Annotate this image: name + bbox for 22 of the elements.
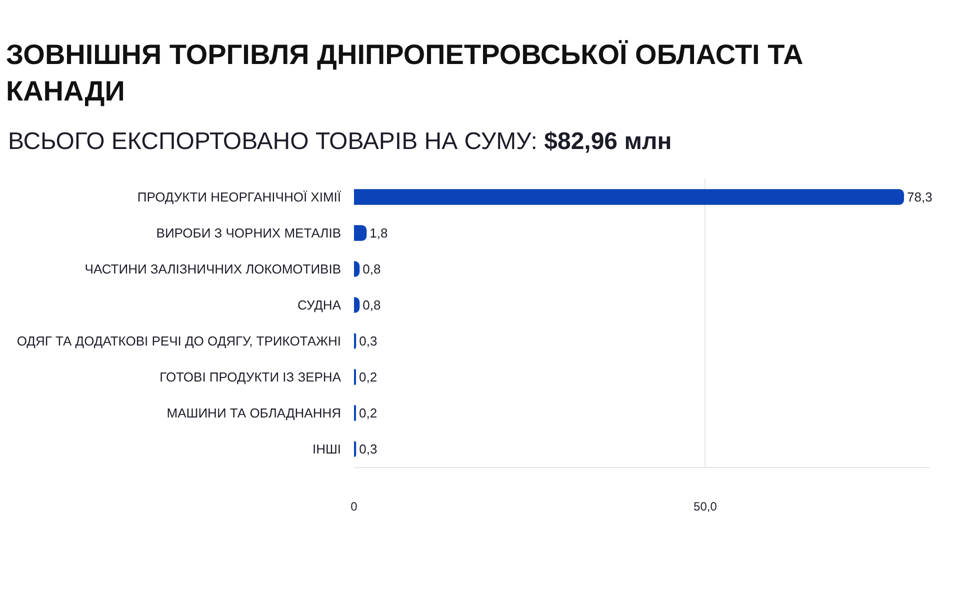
y-tick-label: СУДНА <box>298 298 342 313</box>
data-label: 0,2 <box>359 370 378 384</box>
data-label: 0,8 <box>362 298 381 312</box>
x-tick-label: 0 <box>350 499 358 514</box>
y-tick-label: ІНШІ <box>312 442 341 457</box>
bar <box>354 189 904 205</box>
y-tick-label: МАШИНИ ТА ОБЛАДНАННЯ <box>166 406 341 421</box>
data-label: 0,3 <box>359 334 378 348</box>
y-tick-label: ОДЯГ ТА ДОДАТКОВІ РЕЧІ ДО ОДЯГУ, ТРИКОТАЖНІ <box>16 334 341 349</box>
data-label: 1,8 <box>370 226 388 240</box>
data-label: 0,8 <box>362 262 381 276</box>
y-tick-label: ГОТОВІ ПРОДУКТИ ІЗ ЗЕРНА <box>160 370 342 385</box>
y-tick-label: ПРОДУКТИ НЕОРГАНІЧНОЇ ХІМІЇ <box>137 190 342 205</box>
x-tick-label: 50,0 <box>694 499 718 514</box>
y-tick-label: ВИРОБИ З ЧОРНИХ МЕТАЛІВ <box>156 226 341 241</box>
chart-subtitle: ВСЬОГО ЕКСПОРТОВАНО ТОВАРІВ НА СУМУ: $82,96 млн <box>8 128 672 155</box>
data-label: 0,2 <box>359 406 378 420</box>
data-label: 0,3 <box>359 442 378 456</box>
y-tick-label: ЧАСТИНИ ЗАЛІЗНИЧНИХ ЛОКОМОТИВІВ <box>84 262 341 277</box>
data-label: 78,3 <box>907 190 932 204</box>
chart-title: ЗОВНІШНЯ ТОРГІВЛЯ ДНІПРОПЕТРОВСЬКОЇ ОБЛАСТІ ТА КАНАДИ <box>6 39 804 106</box>
bar <box>354 225 367 241</box>
